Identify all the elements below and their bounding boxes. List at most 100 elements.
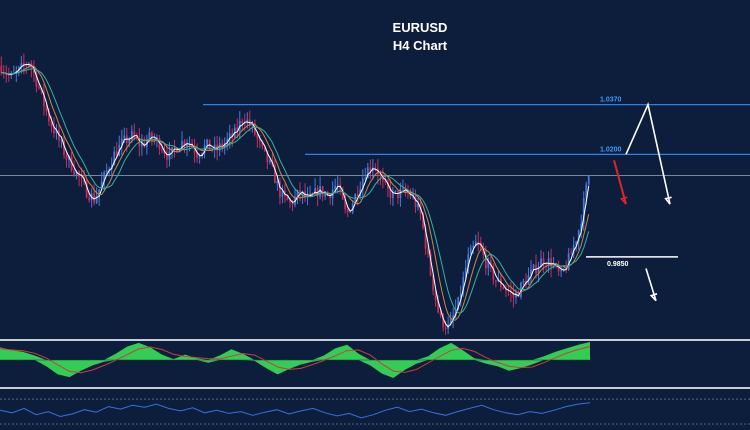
candle [522,278,525,286]
candle-body [173,147,176,149]
candle-body [532,264,535,270]
candle [319,176,321,200]
candle-body [381,176,384,181]
candle [256,132,259,148]
candle [580,214,583,239]
candle-body [201,153,203,156]
candle [108,166,111,177]
rsi-line [0,402,591,419]
resistance-1-label: 1.0370 [600,97,622,104]
candle-body [241,120,244,123]
candle [392,186,394,207]
candle [387,178,389,197]
candle-body [457,297,460,310]
candle [557,260,560,277]
oscillator-panel [0,342,591,378]
candle-body [75,171,78,175]
candle [329,194,332,205]
candle [55,123,58,140]
candle [151,130,153,146]
break-support-arrow-head [649,293,658,302]
candle-body [0,65,3,73]
candle-body [213,144,216,150]
candle-body [344,199,347,210]
candle [33,60,35,83]
candle [540,250,542,268]
candle-body [580,223,583,231]
candle [432,274,434,296]
candle [570,248,573,255]
candle [80,167,83,187]
candle-body [60,140,63,142]
candle-body [512,292,515,298]
candle [120,129,123,155]
candle-body [256,134,259,139]
candle [45,104,48,116]
candle [459,285,462,307]
candle-body [459,294,462,298]
candle-body [151,132,153,139]
candle-body [123,135,126,139]
candle-body [366,167,369,179]
candle [512,284,515,308]
candle-body [198,155,201,158]
candle [429,249,432,277]
candle [128,136,131,148]
candle-body [329,195,332,199]
candle-body [301,191,304,195]
candle-body [58,130,60,141]
candle-body [505,288,507,291]
candle-body [472,245,475,248]
candle-body [246,119,249,124]
candle-body [221,143,224,148]
candle-body [289,200,291,203]
candle-body [349,212,352,213]
candle [221,139,224,153]
candle-body [35,73,38,87]
candle-body [530,269,532,276]
candle-body [296,190,299,197]
chart-subtitle: H4 Chart [393,38,448,53]
candle-body [449,318,452,325]
candle [351,200,354,215]
candle-body [520,282,522,297]
candle-body [399,188,402,199]
candle-body [188,143,191,145]
candle-body [178,148,181,153]
candle-body [379,175,382,177]
candle-body [464,267,467,278]
candle-body [341,188,344,200]
candle-body [392,191,394,198]
candle [452,307,455,329]
candle-body [113,151,116,166]
candle-body [454,309,457,316]
candle-body [560,270,563,272]
candle-body [120,138,123,145]
candle-body [547,258,550,267]
candle-body [562,268,565,271]
bearish-arrow-head [619,196,628,205]
candle-body [494,280,497,282]
candle-body [218,143,221,151]
candle-body [206,139,209,146]
candle-body [351,203,354,213]
candle-body [158,138,161,150]
candle [85,179,88,199]
candle [0,56,3,76]
candle [530,260,532,284]
candle-body [376,168,379,176]
candle-body [550,258,552,268]
candle-body [183,141,186,147]
chart-title: EURUSD [393,20,448,35]
candle-body [585,184,588,199]
candle-body [70,156,73,171]
candle [417,197,419,211]
candle-body [575,241,578,246]
candle-body [203,145,206,154]
candle-body [346,209,349,213]
candle [105,163,108,175]
candle [477,231,480,252]
candle-body [181,141,183,149]
candle [560,265,563,277]
candle-body [427,248,429,254]
